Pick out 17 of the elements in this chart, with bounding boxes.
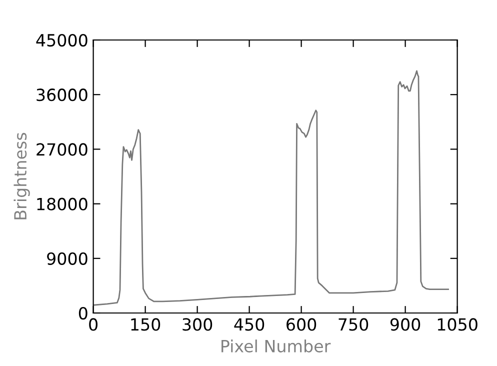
x-tick-label: 0 <box>89 318 98 331</box>
y-tick-label: 0 <box>78 306 88 320</box>
x-tick-label: 600 <box>286 318 316 331</box>
x-tick-label: 1050 <box>438 318 478 331</box>
y-tick-label: 18000 <box>37 198 88 210</box>
x-tick-label: 750 <box>338 318 368 331</box>
x-tick-label: 900 <box>390 318 420 331</box>
x-tick-label: 150 <box>131 318 160 331</box>
x-tick-label: 450 <box>234 318 264 331</box>
x-axis-title: Pixel Number <box>222 340 331 352</box>
y-tick-label: 27000 <box>36 143 88 156</box>
y-tick-label: 9000 <box>47 252 88 265</box>
y-tick-label: 36000 <box>36 88 88 102</box>
y-tick-label: 45000 <box>36 34 88 47</box>
y-axis-title: Brightness <box>14 132 30 220</box>
line-series <box>93 70 449 306</box>
x-tick-label: 300 <box>182 318 212 331</box>
